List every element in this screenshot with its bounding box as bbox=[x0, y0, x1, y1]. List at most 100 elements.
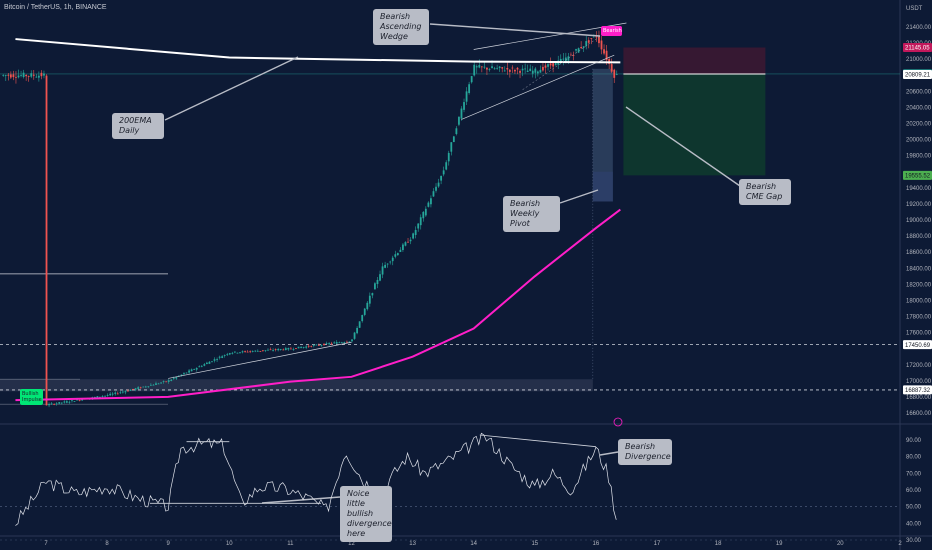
candle-body bbox=[25, 75, 28, 77]
candle-body bbox=[396, 253, 399, 256]
candle-body bbox=[20, 74, 22, 76]
price-tick-label: 18600.00 bbox=[906, 250, 932, 256]
price-tick-label: 20200.00 bbox=[906, 122, 932, 128]
candle-body bbox=[613, 69, 616, 78]
candle-body bbox=[582, 46, 585, 48]
candle-body bbox=[264, 350, 267, 352]
candle-body bbox=[228, 353, 231, 355]
candle-body bbox=[468, 84, 471, 94]
rsi-tick-label: 40.00 bbox=[906, 521, 922, 527]
candle-body bbox=[374, 283, 376, 290]
price-tag-label: 16887.32 bbox=[905, 388, 931, 394]
candle-body bbox=[226, 354, 229, 356]
candle-body bbox=[142, 386, 145, 388]
candle-body bbox=[521, 68, 524, 71]
logo-icon bbox=[613, 417, 623, 427]
candle-body bbox=[333, 342, 336, 344]
candle-body bbox=[251, 351, 254, 352]
candle-body bbox=[218, 356, 221, 358]
price-tick-label: 18800.00 bbox=[906, 234, 932, 240]
candle-body bbox=[473, 64, 476, 76]
candle-body bbox=[519, 70, 521, 73]
candle-body bbox=[183, 373, 185, 375]
annotation-wedge: Bearish Ascending Wedge bbox=[373, 9, 429, 45]
price-tick-label: 16600.00 bbox=[906, 411, 932, 417]
pointer-wedge bbox=[429, 23, 601, 37]
candle-body bbox=[267, 349, 269, 351]
candle-body bbox=[447, 152, 450, 162]
candle-body bbox=[7, 74, 10, 76]
candle-body bbox=[353, 332, 356, 339]
candle-body bbox=[290, 348, 292, 350]
time-tick-label: 10 bbox=[226, 541, 233, 547]
candle-body bbox=[445, 162, 448, 170]
candle-body bbox=[193, 369, 196, 370]
time-tick-label: 13 bbox=[409, 541, 416, 547]
candle-body bbox=[106, 395, 109, 396]
candle-body bbox=[570, 54, 572, 56]
candle-body bbox=[300, 347, 302, 349]
candle-body bbox=[45, 75, 48, 406]
candle-body bbox=[348, 341, 351, 343]
pointer-rsi-divergence bbox=[599, 451, 619, 456]
candle-body bbox=[76, 399, 78, 401]
candle-body bbox=[17, 75, 20, 78]
candle-body bbox=[323, 343, 325, 346]
candle-body bbox=[595, 36, 598, 38]
candle-body bbox=[417, 223, 420, 229]
time-tick-label: 19 bbox=[776, 541, 783, 547]
candle-body bbox=[282, 349, 285, 351]
candle-body bbox=[514, 69, 516, 72]
candle-body bbox=[292, 349, 295, 350]
candle-body bbox=[483, 66, 486, 68]
candle-body bbox=[121, 391, 124, 393]
candle-body bbox=[284, 348, 287, 350]
candle-body bbox=[407, 241, 409, 243]
candle-body bbox=[53, 403, 56, 405]
candle-body bbox=[430, 198, 432, 205]
ema-fast-line bbox=[15, 208, 621, 402]
candle-body bbox=[412, 233, 415, 239]
currency-label: USDT bbox=[906, 6, 923, 12]
rsi-tick-label: 90.00 bbox=[906, 438, 922, 444]
candle-body bbox=[562, 58, 565, 60]
candle-body bbox=[37, 75, 40, 78]
candle-body bbox=[65, 401, 68, 403]
pointer-cme bbox=[625, 106, 741, 187]
candle-body bbox=[279, 349, 282, 350]
candle-body bbox=[144, 386, 147, 388]
time-tick-label: 20 bbox=[837, 541, 844, 547]
candle-body bbox=[389, 261, 392, 263]
candle-body bbox=[109, 393, 112, 396]
price-tag bbox=[903, 70, 932, 80]
candle-body bbox=[190, 369, 193, 372]
candle-body bbox=[351, 339, 353, 342]
time-tick-label: 9 bbox=[167, 541, 171, 547]
candle-body bbox=[73, 401, 76, 403]
candle-body bbox=[269, 349, 272, 351]
candle-body bbox=[328, 343, 330, 345]
price-tick-label: 17200.00 bbox=[906, 363, 932, 369]
candle-body bbox=[231, 352, 234, 354]
time-tick-label: 18 bbox=[715, 541, 722, 547]
candle-body bbox=[384, 264, 387, 268]
candle-body bbox=[195, 367, 198, 370]
candle-body bbox=[391, 257, 394, 262]
price-tick-label: 19200.00 bbox=[906, 202, 932, 208]
candle-body bbox=[124, 391, 127, 393]
candle-body bbox=[567, 56, 570, 61]
candle-body bbox=[12, 74, 15, 78]
annotation-pivot: Bearish Weekly Pivot bbox=[503, 196, 560, 232]
candle-body bbox=[162, 381, 165, 382]
candle-body bbox=[511, 67, 514, 69]
candle-body bbox=[534, 68, 537, 73]
candle-body bbox=[114, 392, 117, 394]
candle-body bbox=[580, 47, 583, 49]
candle-body bbox=[15, 76, 17, 78]
candle-body bbox=[376, 279, 379, 285]
candle-body bbox=[43, 73, 45, 76]
price-tick-label: 18200.00 bbox=[906, 282, 932, 288]
candle-body bbox=[147, 386, 150, 388]
candle-body bbox=[236, 352, 239, 354]
